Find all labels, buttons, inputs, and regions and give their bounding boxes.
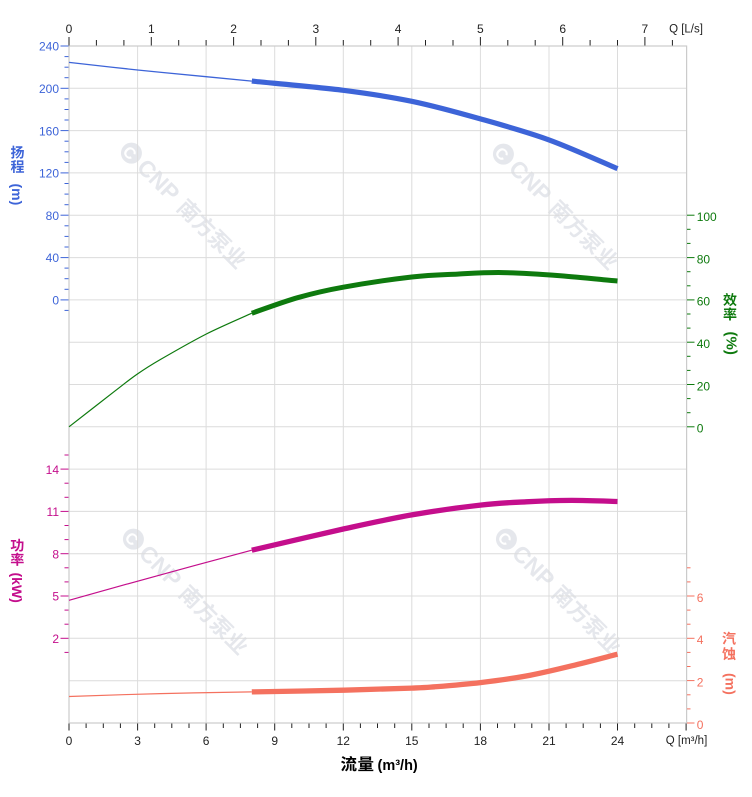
svg-text:(m): (m) bbox=[723, 673, 739, 695]
svg-text:14: 14 bbox=[46, 463, 60, 477]
svg-text:0: 0 bbox=[66, 22, 73, 36]
svg-text:8: 8 bbox=[52, 547, 59, 561]
svg-text:2: 2 bbox=[697, 676, 704, 690]
svg-text:9: 9 bbox=[271, 734, 278, 748]
svg-text:40: 40 bbox=[46, 251, 60, 265]
svg-text:6: 6 bbox=[559, 22, 566, 36]
svg-text:4: 4 bbox=[395, 22, 402, 36]
svg-text:120: 120 bbox=[39, 167, 59, 181]
svg-text:6: 6 bbox=[203, 734, 210, 748]
svg-text:Q [L/s]: Q [L/s] bbox=[669, 24, 703, 36]
svg-text:100: 100 bbox=[697, 210, 717, 224]
svg-text:160: 160 bbox=[39, 124, 59, 138]
svg-text:5: 5 bbox=[52, 590, 59, 604]
svg-text:2: 2 bbox=[52, 632, 59, 646]
svg-text:0: 0 bbox=[66, 734, 73, 748]
svg-text:5: 5 bbox=[477, 22, 484, 36]
svg-text:15: 15 bbox=[405, 734, 419, 748]
svg-text:40: 40 bbox=[697, 337, 711, 351]
svg-text:(kW): (kW) bbox=[9, 573, 25, 603]
svg-text:Q [m³/h]: Q [m³/h] bbox=[666, 735, 708, 747]
svg-text:7: 7 bbox=[642, 22, 649, 36]
svg-text:3: 3 bbox=[134, 734, 141, 748]
svg-text:2: 2 bbox=[230, 22, 237, 36]
svg-text:24: 24 bbox=[611, 734, 625, 748]
svg-text:200: 200 bbox=[39, 82, 59, 96]
svg-text:60: 60 bbox=[697, 295, 711, 309]
svg-text:18: 18 bbox=[474, 734, 488, 748]
svg-text:20: 20 bbox=[697, 379, 711, 393]
svg-text:6: 6 bbox=[697, 591, 704, 605]
svg-text:(m): (m) bbox=[9, 184, 25, 206]
svg-text:0: 0 bbox=[52, 294, 59, 308]
svg-text:0: 0 bbox=[697, 422, 704, 436]
svg-text:4: 4 bbox=[697, 633, 704, 647]
svg-text:(%): (%) bbox=[723, 332, 740, 355]
svg-text:0: 0 bbox=[697, 718, 704, 732]
svg-text:(m³/h): (m³/h) bbox=[378, 758, 418, 774]
svg-text:12: 12 bbox=[337, 734, 351, 748]
svg-text:80: 80 bbox=[46, 209, 60, 223]
svg-text:21: 21 bbox=[542, 734, 556, 748]
svg-text:240: 240 bbox=[39, 40, 59, 54]
svg-text:80: 80 bbox=[697, 252, 711, 266]
svg-text:3: 3 bbox=[312, 22, 319, 36]
svg-text:11: 11 bbox=[47, 505, 60, 519]
svg-text:1: 1 bbox=[148, 22, 155, 36]
